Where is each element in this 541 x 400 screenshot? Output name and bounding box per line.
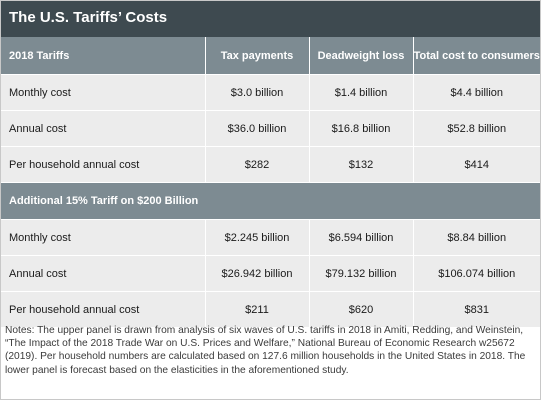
table-row: Per household annual cost $211 $620 $831 xyxy=(1,291,540,328)
table-row: Annual cost $26.942 billion $79.132 bill… xyxy=(1,255,540,292)
table-cell: $3.0 billion xyxy=(205,74,310,111)
table-cell: $2.245 billion xyxy=(205,219,310,256)
row-label: Annual cost xyxy=(1,255,206,292)
table-cell: $79.132 billion xyxy=(309,255,414,292)
table-cell: $36.0 billion xyxy=(205,110,310,147)
table-row: Per household annual cost $282 $132 $414 xyxy=(1,146,540,183)
column-header-tax-payments: Tax payments xyxy=(205,37,310,75)
table-cell: $8.84 billion xyxy=(413,219,540,256)
table-row: Annual cost $36.0 billion $16.8 billion … xyxy=(1,110,540,147)
tariff-cost-table: 2018 Tariffs Tax payments Deadweight los… xyxy=(1,37,540,328)
column-header-deadweight-loss: Deadweight loss xyxy=(309,37,414,75)
table-cell: $132 xyxy=(309,146,414,183)
table-cell: $106.074 billion xyxy=(413,255,540,292)
panel-header-additional-tariff: Additional 15% Tariff on $200 Billion xyxy=(1,182,540,220)
panel-header-2018: 2018 Tariffs Tax payments Deadweight los… xyxy=(1,37,540,75)
table-cell: $6.594 billion xyxy=(309,219,414,256)
panel-heading: Additional 15% Tariff on $200 Billion xyxy=(1,182,540,220)
title-bar: The U.S. Tariffs’ Costs xyxy=(1,1,540,37)
row-label: Per household annual cost xyxy=(1,291,206,328)
table-cell: $211 xyxy=(205,291,310,328)
table-cell: $282 xyxy=(205,146,310,183)
row-label: Monthly cost xyxy=(1,219,206,256)
table-cell: $16.8 billion xyxy=(309,110,414,147)
row-label: Per household annual cost xyxy=(1,146,206,183)
notes: Notes: The upper panel is drawn from ana… xyxy=(5,325,526,376)
table-cell: $4.4 billion xyxy=(413,74,540,111)
table-cell: $620 xyxy=(309,291,414,328)
row-label: Annual cost xyxy=(1,110,206,147)
table-row: Monthly cost $2.245 billion $6.594 billi… xyxy=(1,219,540,256)
table-cell: $831 xyxy=(413,291,540,328)
table-cell: $414 xyxy=(413,146,540,183)
table-cell: $52.8 billion xyxy=(413,110,540,147)
table-cell: $26.942 billion xyxy=(205,255,310,292)
figure-title: The U.S. Tariffs’ Costs xyxy=(9,9,168,26)
panel-heading: 2018 Tariffs xyxy=(1,37,206,75)
column-header-total-cost: Total cost to consumers xyxy=(413,37,540,75)
row-label: Monthly cost xyxy=(1,74,206,111)
table-cell: $1.4 billion xyxy=(309,74,414,111)
table-row: Monthly cost $3.0 billion $1.4 billion $… xyxy=(1,74,540,111)
